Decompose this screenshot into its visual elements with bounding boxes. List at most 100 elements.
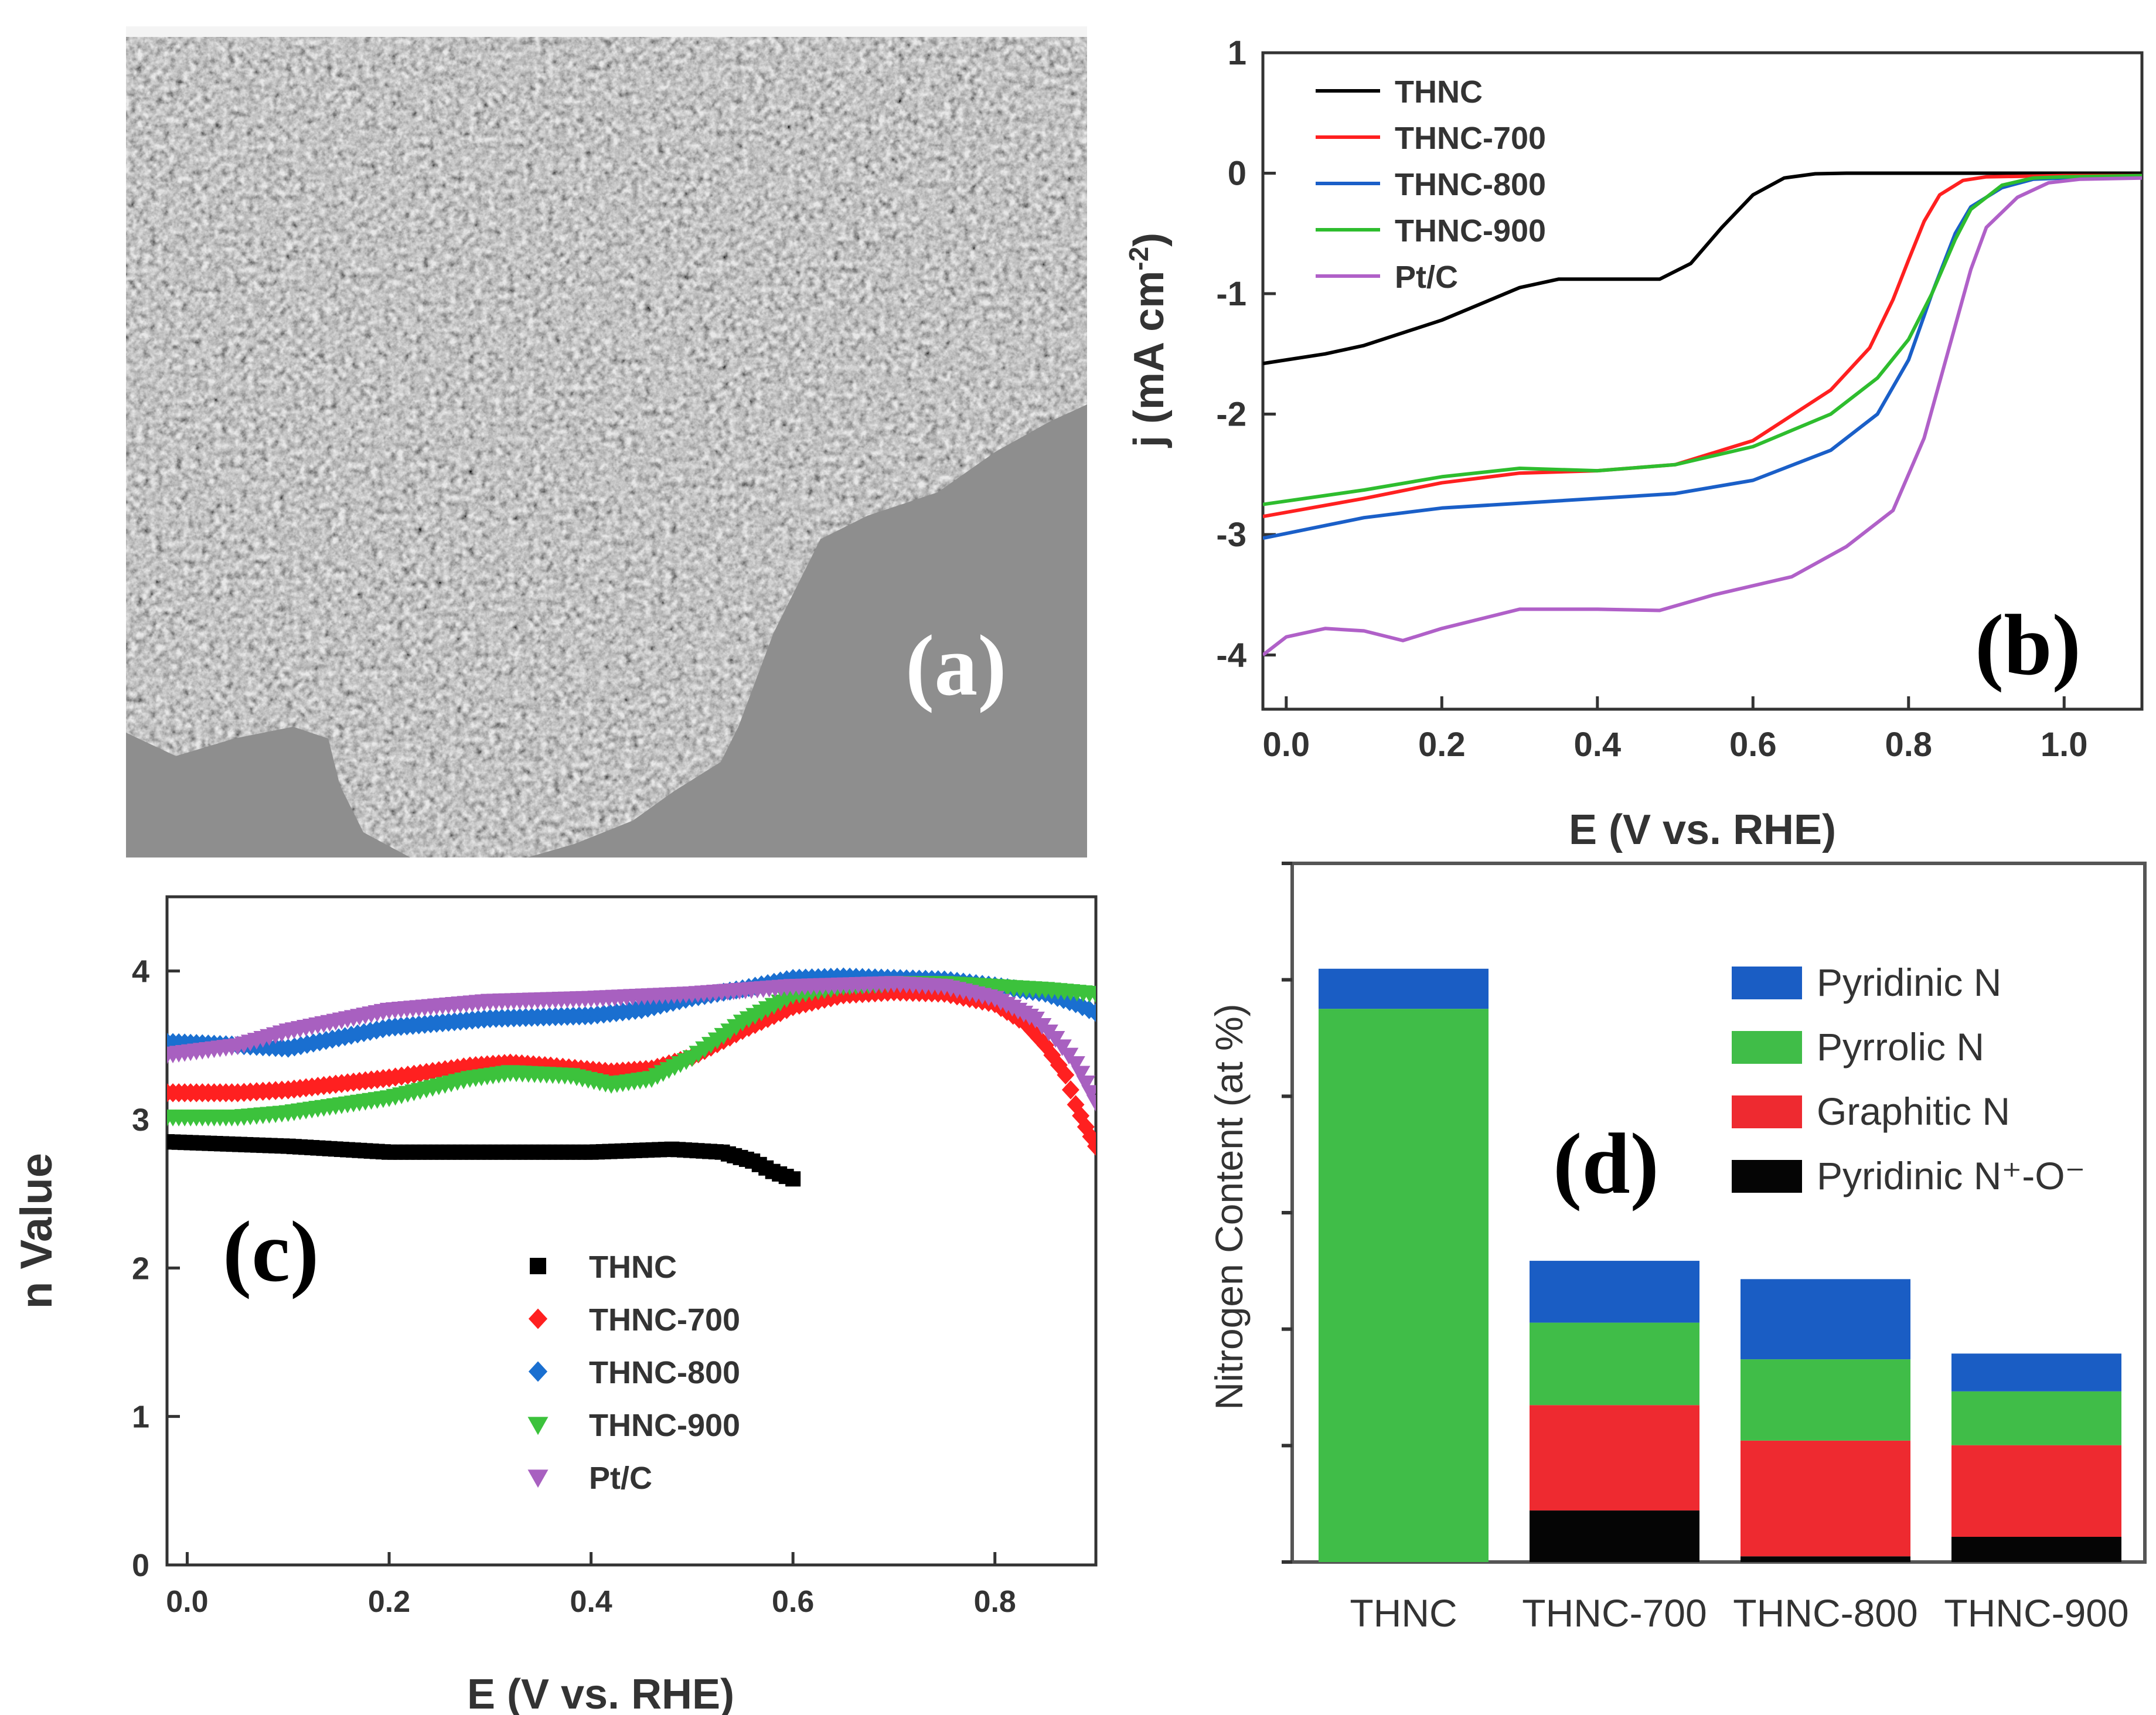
y-tick-label-c: 4 [132, 954, 149, 989]
legend-label-b: Pt/C [1395, 260, 1458, 295]
x-axis-label-c: E (V vs. RHE) [467, 1671, 734, 1715]
y-tick-label-b: -1 [1216, 275, 1246, 313]
plot-frame-b [1261, 51, 2144, 711]
legend-label-d: Pyridinic N [1817, 961, 2001, 1004]
y-tick-label-b: -2 [1216, 396, 1246, 434]
x-tick-label-c: 0.2 [368, 1585, 410, 1619]
series-line-pt-c [1263, 176, 2142, 656]
bar-segment-thnc-700-pyrrolic-n [1530, 1322, 1699, 1406]
x-tick-label-b: 0.6 [1729, 726, 1777, 764]
data-point-thnc-700 [1072, 1106, 1090, 1125]
tem-image-panel: (a) [126, 26, 1087, 858]
legend-label-b: THNC-900 [1395, 213, 1546, 249]
data-point-thnc [785, 1171, 801, 1187]
y-axis-label-b-main: j (mA cm [1126, 271, 1173, 448]
legend-label-c: THNC-700 [589, 1302, 740, 1338]
panel-label-c: (c) [223, 1204, 319, 1300]
bar-segment-thnc-700-pyridinic-n [1530, 1261, 1699, 1323]
y-tick-label-c: 2 [132, 1251, 149, 1286]
y-axis-label-b-sup: -2 [1123, 247, 1154, 271]
y-axis-label-b-close: ) [1126, 233, 1173, 247]
legend-label-b: THNC-800 [1395, 167, 1546, 202]
bar-segment-thnc-900-graphitic-n [1951, 1445, 2121, 1537]
data-point-thnc-700 [1010, 1009, 1028, 1029]
bar-segment-thnc-900-pyridinic-n [1951, 1353, 2121, 1391]
panel-label-b: (b) [1975, 597, 2081, 693]
legend-label-d: Pyrrolic N [1817, 1025, 1984, 1069]
x-category-label-d: THNC [1350, 1591, 1457, 1635]
bar-segment-thnc-800-pyridinic-n [1741, 1279, 1910, 1360]
data-point-thnc-700 [1067, 1095, 1085, 1114]
x-tick-label-b: 0.4 [1573, 726, 1621, 764]
x-tick-label-c: 0.8 [974, 1585, 1016, 1619]
bar-segment-thnc-700-pyridinic-n-o- [1530, 1510, 1699, 1562]
y-tick-label-b: -4 [1216, 637, 1246, 675]
data-point-pt-c [1076, 1075, 1096, 1093]
data-point-pt-c [1045, 1030, 1065, 1048]
legend-swatch-d [1732, 967, 1802, 999]
x-category-label-d: THNC-700 [1522, 1591, 1707, 1635]
data-point-thnc-700 [1030, 1028, 1048, 1047]
data-point-thnc-900 [1086, 986, 1096, 1003]
legend-marker-c [527, 1469, 549, 1488]
x-tick-label-c: 0.6 [772, 1585, 814, 1619]
bar-segment-thnc-900-pyridinic-n-o- [1951, 1537, 2121, 1562]
x-tick-label-b: 0.8 [1885, 726, 1932, 764]
x-tick-label-c: 0.0 [166, 1585, 208, 1619]
legend-marker-c [528, 1308, 548, 1329]
panel-label-a: (a) [905, 618, 1007, 714]
data-point-pt-c [1071, 1066, 1091, 1083]
nitrogen-content-chart-panel: Nitrogen Content (at %) THNC THNC-700 THNC-… [1207, 862, 2147, 1635]
panel-label-d: (d) [1553, 1116, 1659, 1212]
y-tick-label-c: 1 [132, 1400, 149, 1435]
data-point-pt-c [1066, 1056, 1085, 1073]
x-category-label-d: THNC-900 [1944, 1591, 2128, 1635]
data-point-pt-c [1086, 1094, 1096, 1112]
bar-segment-thnc-800-pyridinic-n-o- [1741, 1556, 1910, 1562]
series-lines-b [1263, 171, 2142, 656]
series-line-thnc-800 [1263, 175, 2142, 540]
legend-label-c: Pt/C [589, 1461, 652, 1496]
bar-segment-thnc-800-graphitic-n [1741, 1440, 1910, 1557]
data-point-pt-c [1059, 1047, 1079, 1065]
legend-marker-c [528, 1361, 548, 1382]
data-point-thnc-800 [1087, 1003, 1096, 1022]
y-tick-label-c: 0 [132, 1548, 149, 1583]
bar-segment-thnc-pyrrolic-n [1319, 1009, 1489, 1562]
y-tick-label-b: -3 [1216, 516, 1246, 554]
x-axis-label-b: E (V vs. RHE) [1569, 807, 1836, 853]
data-point-thnc-700 [1061, 1080, 1079, 1100]
series-pt-c-markers [167, 976, 1096, 1112]
bar-segment-thnc-pyridinic-n [1319, 968, 1489, 1009]
legend-label-c: THNC-800 [589, 1355, 740, 1390]
legend-label-c: THNC [589, 1250, 677, 1285]
y-axis-label-c: n Value [12, 1153, 62, 1309]
legend-label-d: Pyridinic N⁺-O⁻ [1817, 1154, 2085, 1197]
y-axis-label-d: Nitrogen Content (at %) [1207, 1003, 1251, 1410]
data-point-thnc-700 [1036, 1036, 1054, 1055]
data-point-thnc-700 [1087, 1136, 1096, 1156]
data-point-thnc-700 [1057, 1065, 1075, 1085]
series-thnc-markers [167, 1134, 801, 1187]
legend-marker-c [527, 1417, 549, 1435]
legend-swatch-d [1732, 1160, 1802, 1193]
series-line-thnc [1263, 171, 2142, 366]
data-point-thnc-800 [1074, 997, 1091, 1016]
x-tick-label-b: 0.2 [1418, 726, 1466, 764]
n-value-chart-panel: 0.0 0.2 0.4 0.6 0.8 0 1 2 3 4 E (V vs. RHE) n Value… [12, 895, 1098, 1715]
legend-marker-c [530, 1258, 546, 1274]
bar-segment-thnc-800-pyrrolic-n [1741, 1359, 1910, 1441]
series-line-thnc-700 [1263, 173, 2142, 519]
legend-swatch-d [1732, 1095, 1802, 1128]
y-tick-label-b: 0 [1228, 155, 1246, 193]
x-tick-label-b: 0.0 [1263, 726, 1310, 764]
legend-swatch-d [1732, 1031, 1802, 1064]
x-tick-label-c: 0.4 [570, 1585, 612, 1619]
y-axis-label-b: j (mA cm-2) [1123, 233, 1173, 448]
x-tick-label-b: 1.0 [2041, 726, 2088, 764]
legend-label-b: THNC-700 [1395, 121, 1546, 156]
series-line-thnc-900 [1263, 173, 2142, 506]
bar-segment-thnc-900-pyrrolic-n [1951, 1391, 2121, 1445]
data-point-pt-c [1053, 1039, 1072, 1056]
